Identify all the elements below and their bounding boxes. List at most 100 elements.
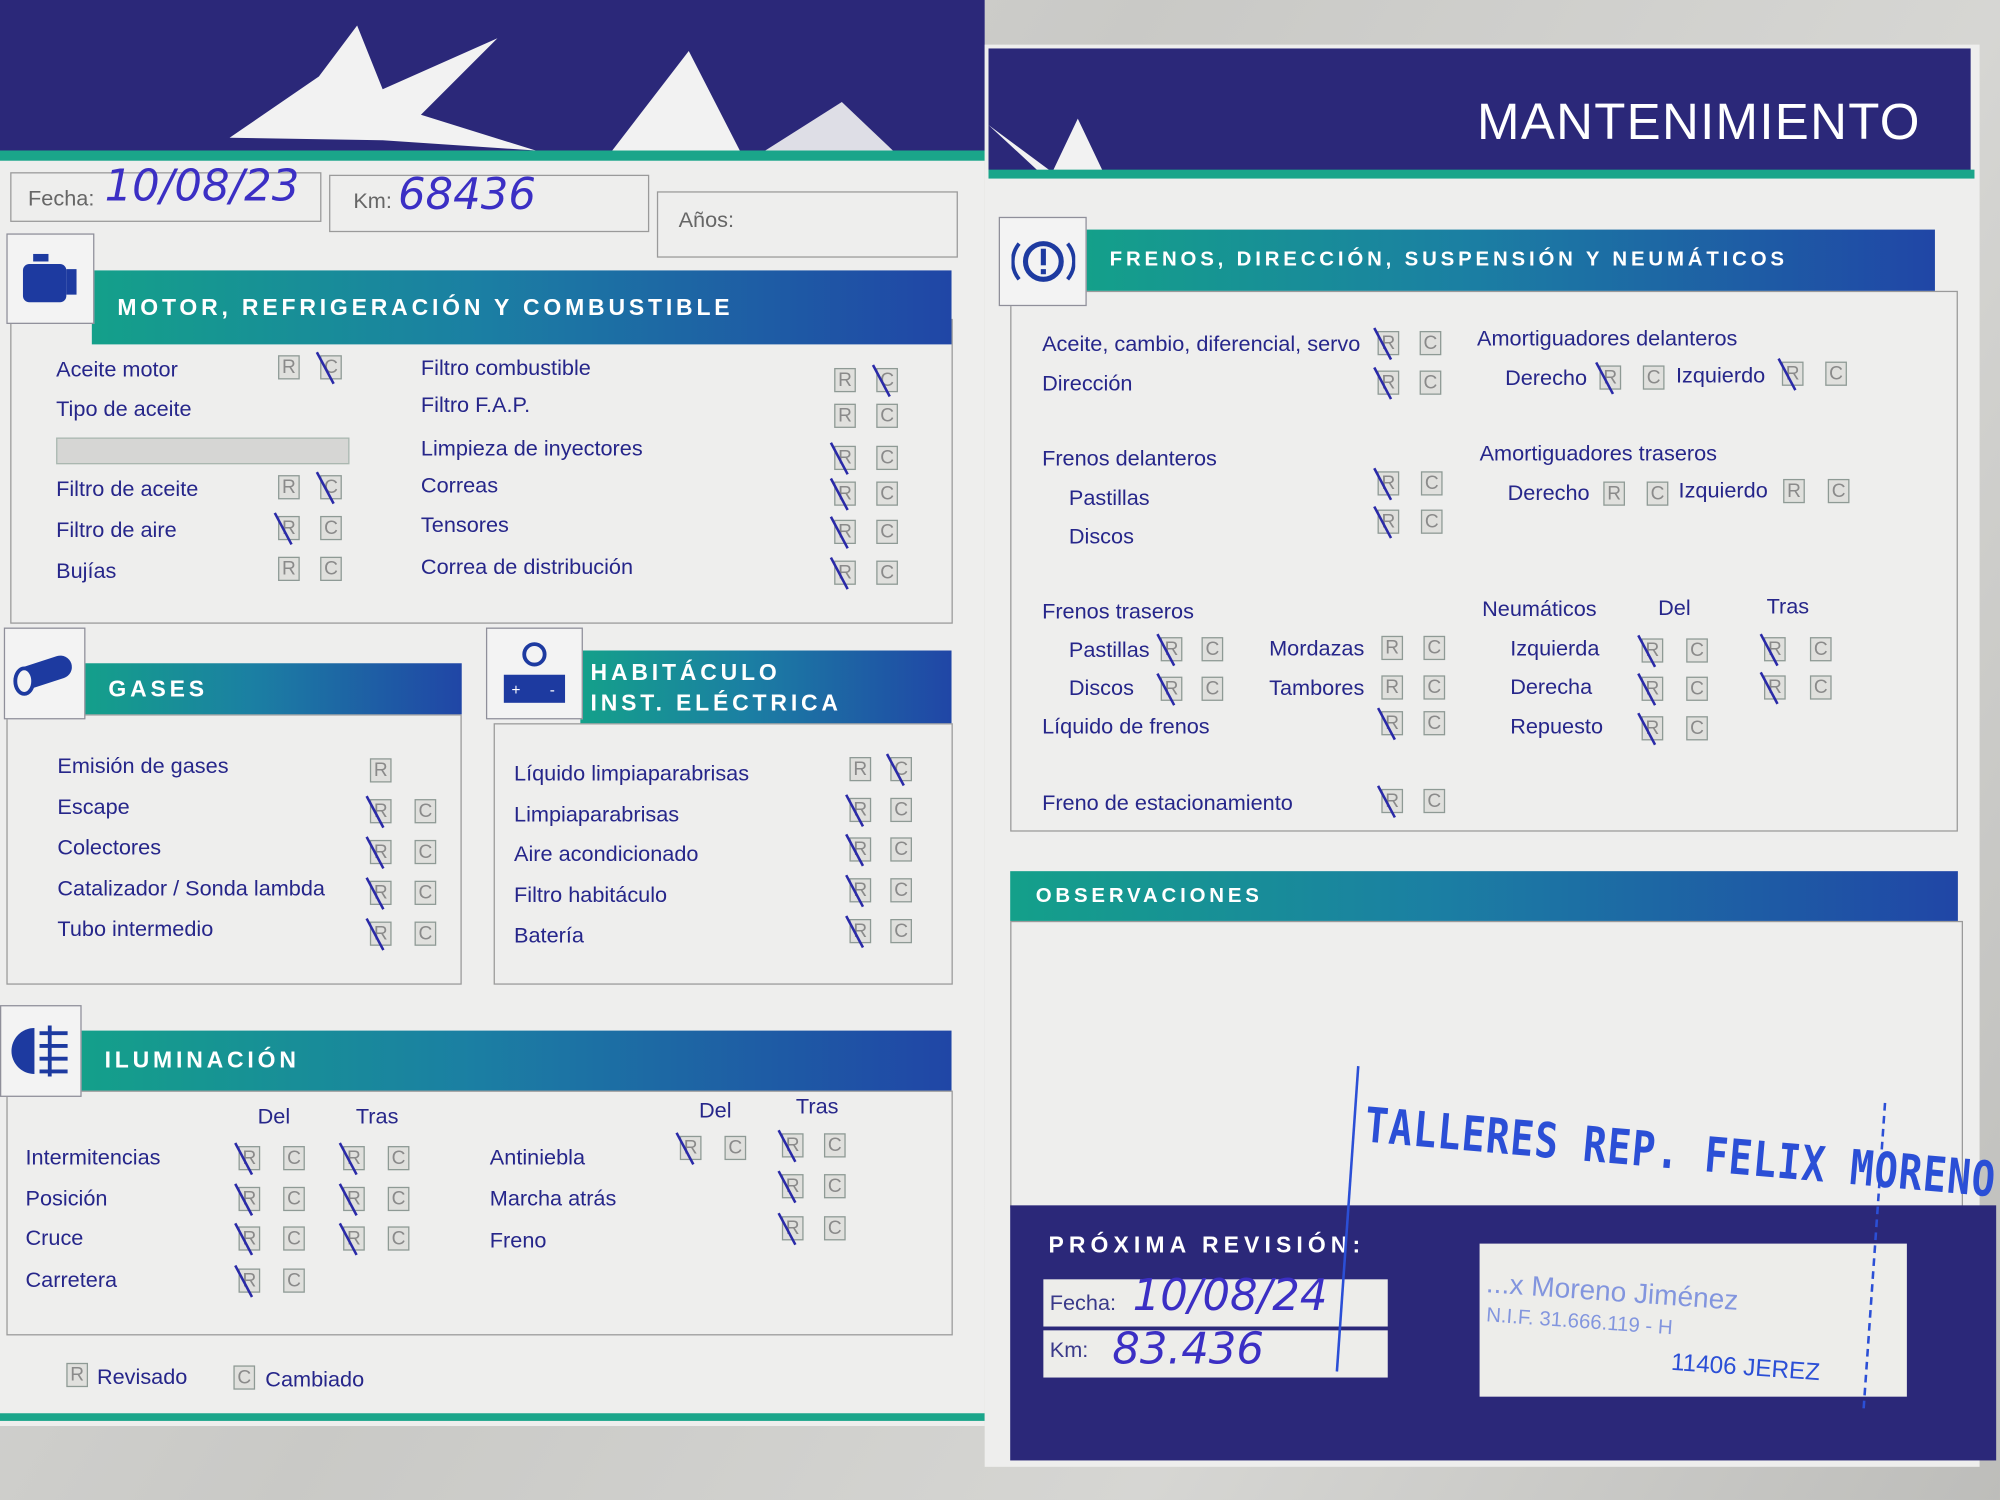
revisado-checkbox-checked[interactable]: R <box>849 918 872 944</box>
revisado-checkbox-checked[interactable]: R <box>278 515 300 541</box>
revisado-checkbox-checked[interactable]: R <box>834 560 856 585</box>
revisado-checkbox-checked[interactable]: R <box>343 1226 365 1251</box>
revisado-checkbox-checked[interactable]: R <box>1641 716 1664 741</box>
km-field[interactable] <box>329 174 650 233</box>
cambiado-checkbox[interactable]: C <box>724 1135 747 1161</box>
revisado-checkbox[interactable]: R <box>1381 635 1404 661</box>
revisado-checkbox[interactable]: R <box>278 556 300 581</box>
cambiado-checkbox[interactable]: C <box>1201 637 1224 662</box>
cambiado-checkbox[interactable]: C <box>1201 676 1224 701</box>
cambiado-checkbox[interactable]: C <box>1825 361 1847 386</box>
revisado-checkbox-checked[interactable]: R <box>1764 637 1786 662</box>
revisado-checkbox-checked[interactable]: R <box>1377 370 1400 395</box>
tipo-aceite-input[interactable] <box>56 437 350 465</box>
cambiado-checkbox[interactable]: C <box>876 481 898 506</box>
revisado-checkbox-checked[interactable]: R <box>238 1186 261 1212</box>
cambiado-checkbox-checked[interactable]: C <box>320 355 342 380</box>
cambiado-checkbox[interactable]: C <box>1423 788 1446 814</box>
cambiado-checkbox-checked[interactable]: C <box>876 367 898 393</box>
revisado-checkbox-checked[interactable]: R <box>238 1268 261 1293</box>
cambiado-checkbox[interactable]: C <box>320 515 342 541</box>
revisado-checkbox-checked[interactable]: R <box>781 1216 804 1241</box>
revisado-checkbox-checked[interactable]: R <box>369 839 392 865</box>
cambiado-checkbox[interactable]: C <box>283 1186 305 1212</box>
cambiado-checkbox[interactable]: C <box>876 445 898 471</box>
cambiado-checkbox[interactable]: C <box>283 1146 305 1171</box>
revisado-checkbox-checked[interactable]: R <box>1781 361 1804 386</box>
revisado-checkbox-checked[interactable]: R <box>1377 471 1400 496</box>
revisado-checkbox-checked[interactable]: R <box>834 519 856 545</box>
revisado-checkbox-checked[interactable]: R <box>1599 365 1622 390</box>
revisado-checkbox-checked[interactable]: R <box>781 1133 804 1158</box>
cambiado-checkbox[interactable]: C <box>1420 509 1443 534</box>
cambiado-checkbox[interactable]: C <box>1827 478 1850 504</box>
revisado-checkbox[interactable]: R <box>1381 675 1404 700</box>
cambiado-checkbox[interactable]: C <box>890 837 912 862</box>
revisado-checkbox-checked[interactable]: R <box>238 1146 261 1171</box>
cambiado-checkbox[interactable]: C <box>876 519 898 545</box>
revisado-checkbox-checked[interactable]: R <box>1381 711 1404 736</box>
cambiado-checkbox[interactable]: C <box>283 1268 305 1293</box>
anos-field[interactable] <box>656 191 958 258</box>
cambiado-checkbox[interactable]: C <box>387 1186 410 1212</box>
cambiado-checkbox[interactable]: C <box>1809 675 1832 700</box>
cambiado-checkbox[interactable]: C <box>387 1146 410 1171</box>
revisado-checkbox-checked[interactable]: R <box>369 921 392 946</box>
revisado-checkbox-checked[interactable]: R <box>1764 675 1786 700</box>
revisado-checkbox-checked[interactable]: R <box>849 797 872 823</box>
revisado-checkbox[interactable]: R <box>1603 481 1625 506</box>
revisado-checkbox[interactable]: R <box>1783 478 1805 504</box>
cambiado-checkbox-checked[interactable]: C <box>890 757 912 782</box>
revisado-checkbox-checked[interactable]: R <box>849 878 872 903</box>
cambiado-checkbox[interactable]: C <box>414 839 437 865</box>
cambiado-checkbox[interactable]: C <box>1809 637 1832 662</box>
cambiado-checkbox[interactable]: C <box>414 880 437 905</box>
cambiado-checkbox[interactable]: C <box>1419 330 1442 356</box>
revisado-checkbox-checked[interactable]: R <box>679 1135 702 1161</box>
cambiado-checkbox[interactable]: C <box>890 918 912 944</box>
cambiado-checkbox[interactable]: C <box>320 556 342 581</box>
revisado-checkbox-checked[interactable]: R <box>834 481 856 506</box>
revisado-checkbox[interactable]: R <box>278 355 300 380</box>
revisado-checkbox-checked[interactable]: R <box>1377 509 1400 534</box>
revisado-checkbox-checked[interactable]: R <box>369 799 392 824</box>
revisado-checkbox-checked[interactable]: R <box>343 1146 365 1171</box>
revisado-checkbox-checked[interactable]: R <box>369 880 392 905</box>
cambiado-checkbox-checked[interactable]: C <box>320 475 342 500</box>
cambiado-checkbox[interactable]: C <box>890 797 912 823</box>
revisado-checkbox[interactable]: R <box>278 475 300 500</box>
cambiado-checkbox[interactable]: C <box>1420 471 1443 496</box>
cambiado-checkbox[interactable]: C <box>283 1226 305 1251</box>
cambiado-checkbox[interactable]: C <box>823 1174 846 1199</box>
revisado-checkbox-checked[interactable]: R <box>343 1186 365 1212</box>
cambiado-checkbox[interactable]: C <box>1423 711 1446 736</box>
cambiado-checkbox[interactable]: C <box>1646 481 1669 506</box>
revisado-checkbox-checked[interactable]: R <box>834 445 856 471</box>
revisado-checkbox-checked[interactable]: R <box>781 1174 804 1199</box>
revisado-checkbox[interactable]: R <box>369 758 392 783</box>
revisado-checkbox[interactable]: R <box>834 367 856 393</box>
cambiado-checkbox[interactable]: C <box>1686 716 1708 741</box>
cambiado-checkbox[interactable]: C <box>1423 675 1446 700</box>
revisado-checkbox-checked[interactable]: R <box>1377 330 1400 356</box>
proxima-km-field[interactable] <box>1043 1330 1388 1378</box>
cambiado-checkbox[interactable]: C <box>1419 370 1442 395</box>
cambiado-checkbox[interactable]: C <box>1423 635 1446 661</box>
cambiado-checkbox[interactable]: C <box>890 878 912 903</box>
cambiado-checkbox[interactable]: C <box>387 1226 410 1251</box>
cambiado-checkbox[interactable]: C <box>414 921 437 946</box>
revisado-checkbox-checked[interactable]: R <box>1160 637 1183 662</box>
revisado-checkbox-checked[interactable]: R <box>1641 638 1664 663</box>
cambiado-checkbox[interactable]: C <box>876 560 898 585</box>
fecha-field[interactable] <box>10 172 322 222</box>
cambiado-checkbox[interactable]: C <box>876 403 898 428</box>
revisado-checkbox-checked[interactable]: R <box>1641 676 1664 701</box>
revisado-checkbox-checked[interactable]: R <box>238 1226 261 1251</box>
cambiado-checkbox[interactable]: C <box>414 799 437 824</box>
revisado-checkbox-checked[interactable]: R <box>1160 676 1183 701</box>
cambiado-checkbox[interactable]: C <box>1686 638 1708 663</box>
cambiado-checkbox[interactable]: C <box>1686 676 1708 701</box>
proxima-fecha-field[interactable] <box>1043 1279 1388 1327</box>
revisado-checkbox-checked[interactable]: R <box>1381 788 1404 814</box>
cambiado-checkbox[interactable]: C <box>1642 365 1665 390</box>
